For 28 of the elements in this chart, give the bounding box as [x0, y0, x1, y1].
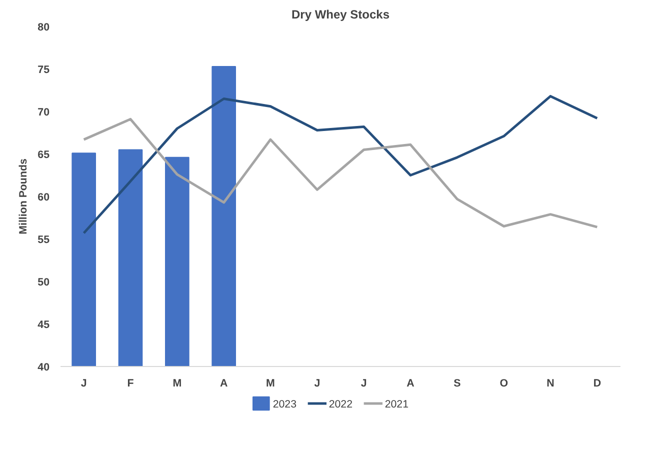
y-tick-label: 80 — [38, 22, 50, 34]
y-tick-label: 60 — [38, 192, 50, 204]
y-tick-label: 75 — [38, 64, 50, 76]
legend-label: 2022 — [328, 398, 353, 410]
legend-label: 2021 — [384, 398, 409, 410]
y-tick-label: 40 — [38, 362, 50, 374]
legend-label: 2023 — [272, 398, 297, 410]
x-tick-label: A — [220, 378, 228, 390]
y-tick-label: 50 — [38, 276, 50, 288]
x-tick-label: O — [500, 378, 508, 390]
x-tick-label: S — [454, 378, 461, 390]
x-tick-label: N — [546, 378, 554, 390]
chart-title: Dry Whey Stocks — [291, 8, 390, 22]
x-tick-label: J — [314, 378, 320, 390]
x-tick-label: M — [266, 378, 276, 390]
y-tick-label: 55 — [38, 234, 50, 246]
y-tick-label: 65 — [38, 149, 50, 161]
x-tick-label: F — [127, 378, 134, 390]
x-tick-label: D — [593, 378, 602, 390]
line-series — [82, 94, 598, 234]
y-tick-label: 45 — [38, 319, 50, 331]
x-tick-label: J — [80, 378, 87, 390]
x-tick-label: J — [360, 378, 367, 390]
x-tick-label: M — [172, 378, 182, 390]
y-axis-title: Million Pounds — [18, 158, 30, 234]
line-series — [82, 118, 598, 228]
y-tick-label: 70 — [38, 106, 50, 118]
x-tick-label: A — [406, 378, 415, 390]
